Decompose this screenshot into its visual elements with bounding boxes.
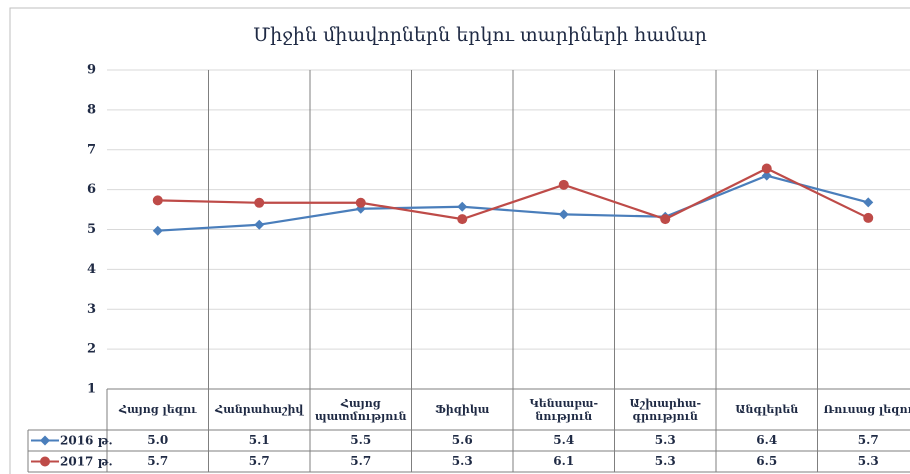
- category-label: Հայոց պատմություն: [314, 396, 407, 423]
- data-point: [863, 212, 874, 223]
- legend-label: 2016 թ.: [60, 434, 113, 448]
- legend-marker: [40, 456, 50, 467]
- data-point: [254, 219, 265, 230]
- data-point: [660, 214, 671, 225]
- table-value: 5.5: [350, 433, 372, 447]
- data-point: [457, 201, 468, 212]
- y-tick-label: 3: [87, 302, 96, 317]
- data-point: [558, 179, 569, 190]
- data-point: [863, 197, 874, 208]
- data-point: [761, 163, 772, 174]
- y-tick-label: 7: [87, 142, 96, 157]
- category-label: Հայոց լեզու: [118, 403, 197, 416]
- category-label: Ֆիզիկա: [435, 403, 490, 416]
- legend-marker: [40, 435, 50, 446]
- series-line: [157, 174, 869, 232]
- table-value: 5.6: [451, 433, 473, 447]
- category-label: Կենսաբա- նություն: [529, 396, 599, 423]
- y-tick-label: 1: [87, 382, 96, 397]
- table-value: 5.3: [654, 454, 676, 468]
- table-value: 6.5: [756, 454, 778, 468]
- category-label: Հանրահաշիվ: [215, 403, 304, 416]
- chart-border: [9, 7, 910, 474]
- table-value: 5.3: [857, 454, 879, 468]
- data-point: [761, 170, 772, 181]
- table-value: 5.7: [248, 454, 270, 468]
- table-value: 5.7: [857, 433, 879, 447]
- series-line: [157, 167, 869, 221]
- table-value: 5.3: [654, 433, 676, 447]
- y-tick-label: 4: [87, 262, 96, 277]
- table-value: 6.4: [756, 433, 778, 447]
- table-value: 5.3: [451, 454, 473, 468]
- table-value: 5.0: [147, 433, 169, 447]
- y-tick-label: 8: [87, 102, 96, 117]
- category-label: Անգլերեն: [735, 403, 799, 416]
- y-tick-label: 9: [87, 63, 96, 78]
- table-value: 5.7: [350, 454, 372, 468]
- data-point: [558, 209, 569, 220]
- data-point: [152, 225, 163, 236]
- table-value: 5.4: [553, 433, 575, 447]
- data-point: [254, 197, 265, 208]
- data-point: [152, 195, 163, 206]
- chart-title: Միջին միավորներն երկու տարիների համար: [253, 24, 707, 46]
- y-tick-label: 6: [87, 182, 96, 197]
- y-tick-label: 5: [87, 222, 96, 237]
- legend-label: 2017 թ.: [60, 455, 113, 469]
- table-value: 5.7: [147, 454, 169, 468]
- table-value: 6.1: [553, 454, 575, 468]
- category-label: Աշխարհա- գրություն: [629, 396, 702, 423]
- category-label: Ռուսաց լեզու: [823, 403, 910, 416]
- table-value: 5.1: [248, 433, 270, 447]
- data-point: [457, 214, 468, 225]
- y-tick-label: 2: [87, 342, 96, 357]
- data-point: [355, 197, 366, 208]
